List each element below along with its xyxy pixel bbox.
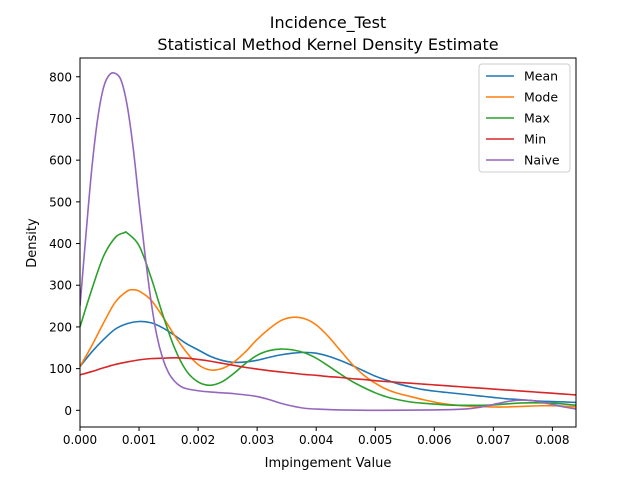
legend-label-max: Max [524,111,550,126]
y-tick-label: 100 [49,362,72,376]
y-tick-label: 500 [49,195,72,209]
y-tick-label: 600 [49,154,72,168]
y-tick-label: 200 [49,320,72,334]
y-tick-label: 300 [49,279,72,293]
x-axis-label: Impingement Value [265,456,392,471]
legend: Mean Mode Max Min Naive [478,63,571,173]
series-layer [80,71,576,412]
y-axis-label: Density [25,218,40,268]
legend-label-mean: Mean [524,69,558,84]
chart-title-line1: Incidence_Test [270,13,386,33]
y-axis-ticks: 0 100 200 300 400 500 600 700 800 [49,70,80,418]
legend-label-mode: Mode [524,90,558,105]
x-tick-label: 0.002 [181,433,215,447]
x-tick-label: 0.000 [63,433,97,447]
y-tick-label: 700 [49,112,72,126]
x-tick-label: 0.001 [122,433,156,447]
chart-title-line2: Statistical Method Kernel Density Estima… [157,35,498,54]
series-line-naive [80,71,576,412]
y-tick-label: 400 [49,237,72,251]
series-line-mean [80,320,576,404]
x-tick-label: 0.006 [417,433,451,447]
x-tick-label: 0.008 [535,433,569,447]
x-tick-label: 0.003 [240,433,274,447]
plot-frame [79,57,577,428]
x-tick-label: 0.007 [476,433,510,447]
x-tick-label: 0.005 [358,433,392,447]
y-tick-label: 0 [64,404,72,418]
legend-label-min: Min [524,132,546,147]
x-tick-label: 0.004 [299,433,333,447]
series-line-mode [80,288,576,408]
y-tick-label: 800 [49,70,72,84]
x-axis-ticks: 0.000 0.001 0.002 0.003 0.004 0.005 0.006 0.007… [63,427,570,447]
legend-box [478,63,571,173]
legend-label-naive: Naive [524,153,560,168]
